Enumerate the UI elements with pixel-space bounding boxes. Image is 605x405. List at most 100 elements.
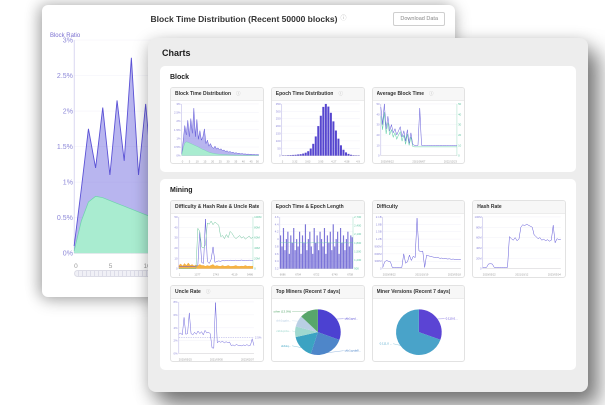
svg-text:0: 0 (279, 154, 281, 158)
svg-text:3.63: 3.63 (305, 159, 311, 163)
svg-text:30: 30 (174, 236, 178, 240)
svg-text:3.8: 3.8 (274, 245, 278, 249)
svg-text:ckb1qgda...: ckb1qgda... (276, 319, 291, 323)
svg-text:6686: 6686 (280, 273, 286, 277)
svg-text:3.32: 3.32 (292, 159, 298, 163)
chart-card-epoch-time-epoch-length[interactable]: Epoch Time & Epoch Length 4.6 4.4 4.2 4 3.8 3… (270, 200, 365, 278)
svg-text:10: 10 (143, 263, 151, 269)
svg-text:6704: 6704 (295, 273, 301, 277)
section-block: Block Block Time Distribution ⓘ 3% 2.5% 2% 1… (160, 66, 576, 173)
svg-text:1.5%: 1.5% (174, 128, 181, 132)
svg-text:4119: 4119 (232, 273, 238, 277)
svg-text:1.5%: 1.5% (57, 144, 73, 151)
svg-text:1377: 1377 (194, 273, 200, 277)
chart-title: Top Miners (Recent 7 days) (275, 288, 341, 295)
svg-text:1.2B: 1.2B (375, 238, 381, 242)
svg-text:2021/09/07: 2021/09/07 (412, 159, 426, 163)
svg-text:ckb1q...: ckb1q... (281, 344, 291, 348)
svg-text:20: 20 (376, 133, 380, 137)
svg-text:2021/09/30: 2021/09/30 (210, 357, 224, 361)
svg-text:4.58: 4.58 (344, 159, 350, 163)
chart-card-difficulty-hashrate-unclerate[interactable]: Difficulty & Hash Rate & Uncle Rate 50 40… (170, 200, 264, 278)
miner-versions-pie-chart: 0.111.0 ... 0.110.0... (379, 309, 457, 355)
download-data-button[interactable]: Download Data (393, 12, 445, 26)
chart-title: Difficulty & Hash Rate & Uncle Rate (175, 204, 259, 211)
svg-text:1.8B: 1.8B (375, 223, 381, 227)
svg-text:60M: 60M (254, 236, 260, 240)
svg-text:15: 15 (203, 159, 206, 163)
svg-text:10: 10 (458, 143, 462, 147)
svg-text:0: 0 (458, 154, 460, 158)
info-icon[interactable]: ⓘ (429, 90, 434, 96)
svg-text:40: 40 (376, 112, 380, 116)
svg-text:6758: 6758 (347, 273, 353, 277)
svg-text:80M: 80M (476, 226, 482, 230)
epoch-time-distribution-chart: 350 300 250 200 150 100 50 03 3.32 3.63 3.95 4.27 4.… (275, 102, 360, 163)
chart-card-average-block-time[interactable]: Average Block Time ⓘ 50 40 30 20 10 0 50 40 30 20 1… (371, 87, 466, 165)
svg-text:80M: 80M (254, 226, 260, 230)
info-icon[interactable]: ⓘ (205, 288, 211, 294)
chart-title: Difficulty (376, 204, 398, 211)
svg-text:2,400: 2,400 (354, 224, 361, 228)
back-card-header: Block Time Distribution (Recent 50000 bl… (42, 5, 455, 26)
info-icon[interactable]: ⓘ (340, 16, 347, 22)
svg-text:50: 50 (277, 146, 281, 150)
svg-text:6%: 6% (174, 313, 179, 317)
svg-text:100M: 100M (254, 215, 262, 219)
svg-text:350: 350 (275, 102, 280, 106)
svg-text:2020/08/22: 2020/08/22 (382, 273, 396, 277)
svg-text:250: 250 (275, 117, 280, 121)
svg-text:0.111.0 ...: 0.111.0 ... (379, 342, 392, 346)
chart-card-block-time-distribution[interactable]: Block Time Distribution ⓘ 3% 2.5% 2% 1.5% 1% 0… (170, 87, 264, 165)
svg-text:10: 10 (376, 143, 380, 147)
svg-text:2020/05/25: 2020/05/25 (179, 357, 193, 361)
svg-text:10: 10 (196, 159, 199, 163)
svg-text:2023/03/04: 2023/03/04 (548, 273, 562, 277)
epoch-time-epoch-length-chart: 4.6 4.4 4.2 4 3.8 3.6 3.4 3.2 2,700 2,400 2,100 1,8… (274, 215, 361, 277)
charts-overview-window: Charts Block Block Time Distribution ⓘ 3%… (148, 38, 588, 392)
empty-grid-slot (472, 285, 566, 362)
svg-text:2.5%: 2.5% (255, 335, 262, 339)
uncle-rate-chart: 8% 6% 4% 2% 0%2020/05/25 2021/09/30 2023/02/07… (174, 300, 262, 361)
svg-text:25: 25 (219, 159, 222, 163)
svg-text:5: 5 (109, 263, 113, 269)
block-time-distribution-mini-chart: 3% 2.5% 2% 1.5% 1% 0.5% 0%0 5 10 15 20 25 30 35 40 45 50 (174, 102, 259, 163)
svg-text:600M: 600M (374, 252, 382, 256)
svg-text:1,800: 1,800 (354, 241, 361, 245)
svg-text:2743: 2743 (213, 273, 219, 277)
svg-text:60M: 60M (476, 236, 482, 240)
chart-card-hash-rate[interactable]: Hash Rate 100M 80M 60M 40M 20M 0 2020/05/22 202… (472, 200, 566, 278)
info-icon[interactable]: ⓘ (338, 90, 343, 96)
svg-text:900M: 900M (374, 245, 382, 249)
svg-text:2,700: 2,700 (354, 215, 361, 219)
back-card-title: Block Time Distribution (Recent 50000 bl… (150, 14, 338, 24)
chart-card-epoch-time-distribution[interactable]: Epoch Time Distribution ⓘ 350 300 250 200 150… (270, 87, 365, 165)
svg-text:2022/12/23: 2022/12/23 (443, 159, 457, 163)
svg-text:30: 30 (376, 123, 380, 127)
svg-text:0%: 0% (176, 154, 181, 158)
svg-text:50: 50 (458, 102, 462, 106)
chart-card-uncle-rate[interactable]: Uncle Rate ⓘ 8% 6% 4% 2% 0% 2020/05/25 2021/09/… (170, 284, 264, 363)
svg-text:150: 150 (275, 132, 280, 136)
svg-text:0.5%: 0.5% (57, 215, 73, 222)
svg-text:other (13.0%): other (13.0%) (273, 309, 291, 313)
svg-text:2021/10/19: 2021/10/19 (415, 273, 429, 277)
svg-text:2%: 2% (174, 339, 179, 343)
svg-text:50: 50 (174, 215, 178, 219)
chart-title: Average Block Time (376, 91, 425, 97)
chart-card-top-miners[interactable]: Top Miners (Recent 7 days) other (13.0%)… (270, 284, 365, 363)
svg-text:ckb1qzd...: ckb1qzd... (344, 317, 357, 321)
svg-text:6740: 6740 (332, 273, 338, 277)
svg-text:40: 40 (174, 226, 178, 230)
svg-text:20: 20 (458, 133, 462, 137)
svg-text:3%: 3% (176, 102, 181, 106)
svg-text:2020/06/22: 2020/06/22 (380, 159, 394, 163)
chart-card-miner-versions[interactable]: Miner Versions (Recent 7 days) 0.111.0 .… (371, 284, 466, 363)
svg-text:ckb1qzda...: ckb1qzda... (276, 329, 291, 333)
section-mining-title: Mining (170, 187, 193, 195)
info-icon[interactable]: ⓘ (236, 90, 241, 96)
chart-card-difficulty[interactable]: Difficulty 2.1B 1.8B 1.5B 1.2B 900M 600M 300M 0… (371, 200, 466, 278)
